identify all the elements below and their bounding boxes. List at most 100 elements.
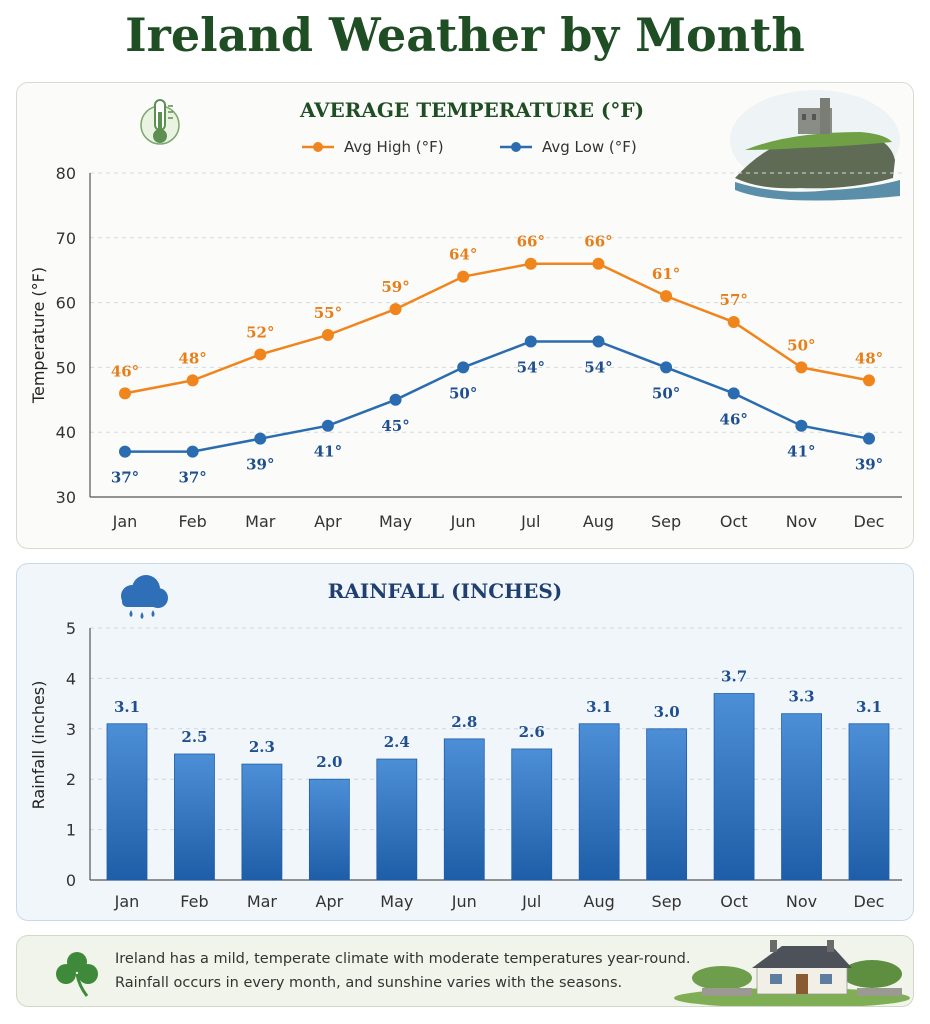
bar [106, 723, 148, 881]
bar-value-label: 3.1 [586, 698, 612, 716]
data-point-low [457, 361, 470, 374]
x-tick-label: Jan [112, 512, 138, 531]
chart-title: RAINFALL (INCHES) [328, 579, 562, 603]
x-tick-label: Nov [786, 892, 817, 911]
data-point-high [863, 374, 875, 387]
data-label-high: 46° [111, 362, 139, 380]
legend-label-low: Avg Low (°F) [542, 138, 637, 156]
data-point-high [592, 257, 605, 270]
footer-panel: Ireland has a mild, temperate climate wi… [16, 935, 914, 1007]
x-tick-label: Sep [652, 892, 682, 911]
footer-line-2: Rainfall occurs in every month, and suns… [115, 975, 623, 991]
data-label-high: 59° [381, 278, 409, 296]
x-tick-label: Jun [450, 512, 476, 531]
series-line-high [124, 262, 870, 395]
y-tick-label: 60 [56, 294, 76, 313]
data-point-low [524, 335, 537, 348]
bar-value-label: 2.4 [384, 733, 410, 751]
bar-value-label: 2.3 [249, 738, 275, 756]
rainfall-chart: RAINFALL (INCHES) 0 1 2 3 4 5 Rainfall (inches)… [29, 575, 902, 911]
data-point-low [795, 419, 808, 432]
x-tick-label: Jan [114, 892, 140, 911]
data-label-low: 41° [314, 443, 342, 461]
bar [848, 723, 890, 881]
bar [308, 778, 350, 881]
bar [511, 748, 553, 881]
bar [713, 693, 755, 881]
y-axis-label: Rainfall (inches) [29, 681, 48, 810]
x-tick-label: Apr [316, 892, 344, 911]
data-label-low: 50° [449, 384, 477, 402]
thermometer-icon [140, 99, 180, 145]
x-tick-label: Dec [854, 892, 885, 911]
data-label-low: 50° [652, 384, 680, 402]
data-point-high [727, 316, 740, 329]
data-label-low: 39° [246, 456, 274, 474]
bar [443, 738, 485, 881]
x-tick-label: Oct [720, 512, 748, 531]
data-point-high [186, 374, 199, 387]
data-label-high: 48° [855, 349, 883, 367]
y-tick-label: 3 [66, 720, 76, 739]
page-title: Ireland Weather by Month [125, 8, 805, 62]
x-tick-label: Jun [451, 892, 477, 911]
bar [646, 728, 688, 881]
y-tick-label: 0 [66, 871, 76, 890]
castle-cliff-illustration [730, 90, 900, 201]
data-point-low [863, 432, 875, 445]
x-tick-label: Oct [720, 892, 748, 911]
data-label-high: 61° [652, 265, 680, 283]
data-point-high [254, 348, 267, 361]
x-tick-label: Feb [178, 512, 206, 531]
data-label-high: 52° [246, 323, 274, 341]
x-tick-label: Dec [854, 512, 885, 531]
data-label-high: 57° [720, 291, 748, 309]
data-point-low [119, 445, 131, 458]
data-label-low: 45° [381, 417, 409, 435]
data-label-high: 66° [517, 233, 545, 251]
data-point-high [321, 329, 334, 341]
data-label-low: 41° [787, 443, 815, 461]
bar [578, 723, 620, 881]
bar [174, 753, 215, 881]
bar-value-label: 2.5 [181, 728, 207, 746]
y-tick-label: 40 [56, 423, 76, 442]
x-tick-label: May [379, 512, 412, 531]
rain-cloud-icon [121, 575, 168, 619]
x-tick-label: May [380, 892, 413, 911]
x-tick-label: Aug [584, 892, 615, 911]
data-label-low: 54° [517, 358, 545, 376]
shamrock-icon [56, 952, 98, 997]
y-tick-label: 4 [66, 669, 76, 688]
y-tick-label: 5 [66, 619, 76, 638]
y-tick-label: 70 [56, 229, 76, 248]
bar-value-label: 3.7 [721, 668, 747, 686]
bar-value-label: 3.1 [856, 698, 882, 716]
chart-title: AVERAGE TEMPERATURE (°F) [299, 98, 644, 122]
x-tick-label: Mar [245, 512, 276, 531]
x-tick-label: Mar [247, 892, 278, 911]
bar-value-label: 3.3 [788, 688, 814, 706]
data-point-high [389, 303, 402, 316]
x-tick-label: Nov [786, 512, 817, 531]
bar-value-label: 2.0 [316, 753, 342, 771]
data-label-high: 50° [787, 336, 815, 354]
legend-label-high: Avg High (°F) [344, 138, 444, 156]
data-label-high: 64° [449, 246, 477, 264]
x-tick-label: Jul [520, 512, 540, 531]
x-tick-label: Apr [314, 512, 342, 531]
data-label-low: 37° [111, 469, 139, 487]
legend-marker-high [313, 142, 323, 152]
y-axis-label: Temperature (°F) [29, 267, 48, 404]
x-tick-label: Feb [180, 892, 208, 911]
series-line-low [125, 340, 870, 453]
bar-value-label: 2.8 [451, 713, 477, 731]
x-tick-label: Jul [521, 892, 541, 911]
data-point-low [389, 393, 402, 406]
data-point-high [524, 257, 537, 270]
data-label-high: 66° [584, 233, 612, 251]
bar [241, 763, 283, 881]
y-tick-label: 2 [66, 770, 76, 789]
data-point-high [457, 270, 470, 283]
data-point-low [660, 361, 673, 374]
